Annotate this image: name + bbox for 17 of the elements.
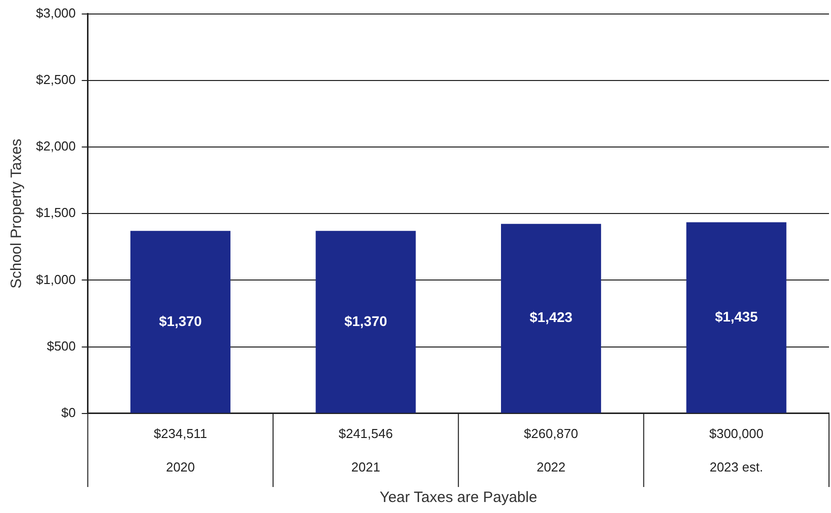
category-label: $234,511 2020: [154, 426, 208, 475]
y-tick-label: $2,000: [36, 138, 76, 154]
category-label: $260,870 2022: [524, 426, 578, 475]
data-label: $1,370: [159, 312, 202, 329]
category-label: $300,000 2023 est.: [709, 426, 764, 475]
y-tick-label: $1,500: [36, 205, 76, 220]
y-tick-label: $500: [46, 338, 76, 354]
data-label: $1,423: [530, 309, 573, 326]
data-label: $1,435: [714, 308, 758, 324]
y-tick-label: $0: [61, 404, 76, 420]
y-axis-title: School Property Taxes: [8, 138, 26, 289]
category-label: $241,546 2021: [338, 426, 393, 475]
y-tick-label: $1,000: [36, 272, 76, 287]
y-tick-label: $2,500: [36, 72, 76, 87]
data-label: $1,370: [344, 312, 388, 329]
y-tick-label: $3,000: [36, 5, 76, 20]
x-axis-title: Year Taxes are Payable: [380, 489, 538, 506]
